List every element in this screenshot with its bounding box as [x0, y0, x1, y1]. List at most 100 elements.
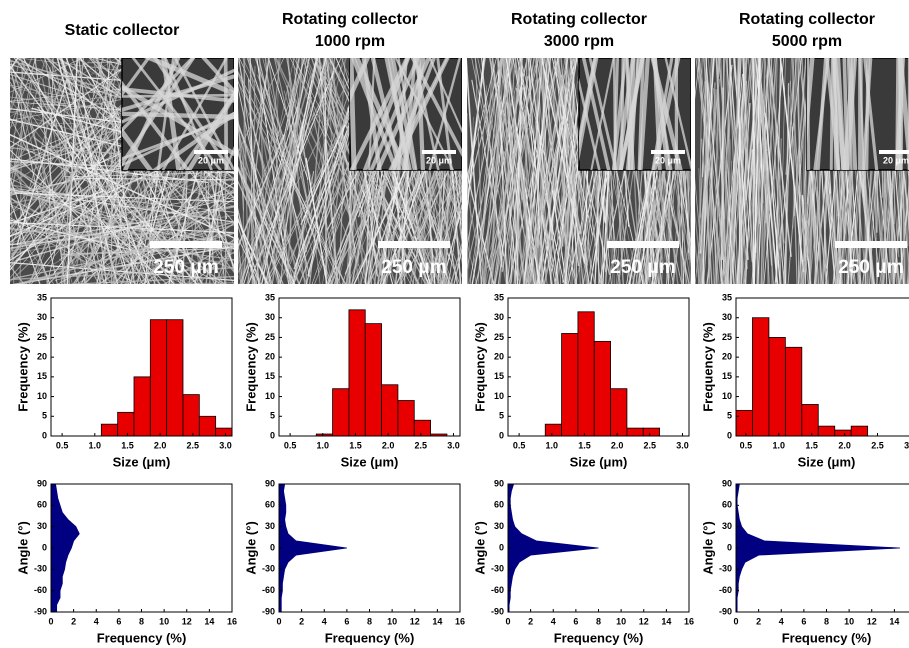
fiber [491, 58, 517, 284]
fiber [497, 58, 508, 284]
fiber [540, 58, 545, 284]
fiber [807, 58, 811, 170]
x-axis-title: Frequency (%) [782, 630, 872, 645]
y-tick-label: 10 [722, 391, 732, 401]
y-tick-label: -90 [719, 606, 732, 616]
fiber [787, 58, 807, 284]
bar [610, 388, 628, 437]
fiber [807, 58, 815, 145]
fiber [514, 58, 523, 284]
y-axis-title: Frequency (%) [700, 322, 715, 412]
fiber [757, 58, 786, 284]
fiber [795, 58, 806, 262]
fiber [70, 192, 168, 284]
fiber [10, 149, 92, 230]
fiber [551, 58, 594, 237]
y-tick-label: 15 [265, 371, 275, 381]
fiber [295, 58, 327, 167]
fiber [835, 58, 847, 170]
fiber [798, 164, 801, 284]
fiber [554, 95, 580, 284]
fiber [163, 239, 234, 284]
fiber [246, 58, 360, 284]
fiber [313, 58, 420, 284]
fiber [10, 142, 15, 284]
fiber [258, 58, 311, 278]
fiber [705, 58, 726, 284]
y-tick-label: 25 [494, 332, 504, 342]
fiber [811, 58, 817, 284]
scale-label: 250 μm [381, 257, 447, 278]
y-tick-label: 60 [265, 500, 275, 510]
fiber [716, 88, 719, 284]
bar [117, 411, 135, 437]
y-tick-label: -30 [491, 564, 504, 574]
x-axis-title: Frequency (%) [97, 630, 187, 645]
bar [626, 427, 644, 437]
panel-title: Static collector [65, 22, 180, 39]
fiber [108, 162, 234, 210]
fiber [131, 58, 223, 170]
x-tick-label: 0.5 [740, 440, 753, 450]
x-tick-label: 0 [276, 616, 281, 626]
sem-image: 20 μm 250 μm [467, 58, 691, 284]
fiber [625, 58, 631, 170]
x-tick-label: 1.0 [317, 440, 330, 450]
chart: 0.5 1.0 1.5 2.0 2.5 3.0 0 5 10 15 20 25 30 35 Size (μm… [15, 292, 233, 469]
fiber [79, 58, 203, 284]
y-axis-title: Angle (°) [15, 521, 30, 575]
fiber [740, 131, 749, 284]
x-tick-label: 0.5 [284, 440, 297, 450]
fiber [252, 65, 256, 284]
y-tick-label: 90 [37, 478, 47, 488]
y-tick-label: -60 [262, 585, 275, 595]
fiber [801, 58, 818, 284]
fiber [530, 58, 553, 284]
fiber [618, 58, 645, 170]
scale-label: 250 μm [610, 257, 676, 278]
bar [784, 346, 803, 437]
fiber [817, 58, 821, 284]
y-tick-label: 0 [727, 542, 732, 552]
x-tick-label: 1.5 [805, 440, 818, 450]
fiber [60, 124, 102, 284]
fiber [695, 58, 724, 284]
fiber [410, 58, 462, 157]
fiber [350, 58, 370, 103]
fiber [33, 136, 225, 284]
fiber [793, 58, 807, 217]
plot-frame [735, 297, 909, 437]
x-tick-label: 1.5 [578, 440, 591, 450]
fiber [34, 58, 66, 284]
x-tick-label: 12 [639, 616, 649, 626]
fiber [664, 58, 691, 170]
fiber [122, 74, 234, 112]
fiber [879, 58, 907, 284]
inset-scale-bar [422, 150, 456, 154]
fiber [273, 58, 311, 216]
fiber [480, 58, 509, 284]
x-tick-label: 12 [410, 616, 420, 626]
fiber [548, 58, 569, 238]
fiber [313, 112, 382, 257]
fiber [441, 203, 462, 284]
fiber [249, 112, 295, 284]
y-tick-label: 15 [722, 371, 732, 381]
fiber [506, 102, 520, 284]
fiber [283, 58, 300, 140]
bar [100, 423, 119, 437]
y-tick-label: 35 [494, 292, 504, 302]
fiber [83, 61, 111, 284]
fiber [246, 58, 333, 284]
fiber [425, 196, 462, 284]
fiber [506, 130, 524, 284]
x-tick-label: 8 [139, 616, 144, 626]
bar [561, 333, 579, 437]
fiber [737, 58, 743, 284]
fiber [779, 184, 787, 284]
fiber [507, 58, 533, 284]
y-tick-label: -30 [719, 564, 732, 574]
fiber [764, 58, 782, 284]
